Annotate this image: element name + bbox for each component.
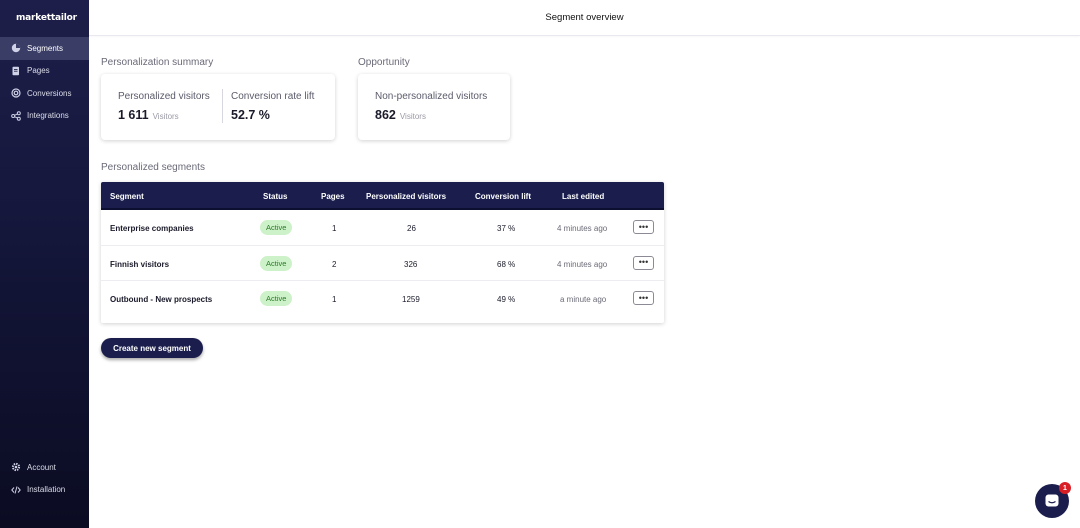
- page-title: Segment overview: [545, 12, 624, 23]
- stat-unit: Visitors: [399, 112, 426, 121]
- stat-value: 862 Visitors: [375, 108, 487, 122]
- gear-icon: [11, 462, 21, 472]
- personalized-visitors-count: 1259: [402, 295, 420, 304]
- pie-chart-icon: [11, 43, 21, 53]
- column-header-conversion-lift[interactable]: Conversion lift: [475, 192, 532, 201]
- status-badge: Active: [260, 220, 293, 235]
- personalized-visitors-stat: Personalized visitors 1 611 Visitors: [118, 91, 210, 122]
- sidebar-item-integrations[interactable]: Integrations: [0, 105, 89, 128]
- segment-name[interactable]: Enterprise companies: [110, 224, 194, 233]
- sidebar-item-installation[interactable]: Installation: [0, 479, 89, 502]
- sidebar-item-segments[interactable]: Segments: [0, 37, 89, 60]
- summary-section-title: Personalization summary: [101, 57, 214, 68]
- non-personalized-visitors-value: 862: [375, 108, 396, 122]
- status-badge: Active: [260, 291, 293, 306]
- sidebar-item-account[interactable]: Account: [0, 456, 89, 479]
- opportunity-section-title: Opportunity: [358, 57, 410, 68]
- sidebar: markettailor Segments Pages Conversions …: [0, 0, 89, 528]
- stat-label: Personalized visitors: [118, 91, 210, 102]
- column-header-personalized-visitors[interactable]: Personalized visitors: [366, 192, 447, 201]
- pages-count: 1: [332, 224, 337, 233]
- conversion-lift-value: 37 %: [497, 224, 516, 233]
- segment-name[interactable]: Outbound - New prospects: [110, 295, 213, 304]
- sidebar-item-label: Pages: [27, 66, 50, 76]
- sidebar-item-label: Conversions: [27, 88, 72, 98]
- segment-name[interactable]: Finnish visitors: [110, 259, 170, 269]
- column-header-status[interactable]: Status: [263, 192, 288, 201]
- personalized-visitors-count: 326: [404, 259, 418, 269]
- last-edited-time: a minute ago: [560, 295, 607, 304]
- personalized-visitors-value: 1 611: [118, 108, 149, 122]
- table-row[interactable]: Finnish visitors Active 2 326 68 % 4 min…: [101, 246, 664, 281]
- conversion-lift-value: 49 %: [497, 295, 516, 304]
- sidebar-bottom-nav: Account Installation: [0, 456, 89, 501]
- column-header-pages[interactable]: Pages: [321, 192, 345, 201]
- more-options-button[interactable]: •••: [633, 291, 654, 305]
- segments-section-title: Personalized segments: [101, 162, 205, 173]
- stat-divider: [222, 89, 223, 123]
- create-new-segment-button[interactable]: Create new segment: [101, 338, 203, 358]
- stat-unit: Visitors: [152, 112, 179, 121]
- column-header-last-edited[interactable]: Last edited: [562, 192, 605, 201]
- target-icon: [11, 88, 21, 98]
- table-row[interactable]: Enterprise companies Active 1 26 37 % 4 …: [101, 210, 664, 246]
- stat-label: Non-personalized visitors: [375, 91, 488, 102]
- last-edited-time: 4 minutes ago: [557, 224, 608, 233]
- conversion-lift-value: 52.7 %: [231, 108, 270, 122]
- more-options-button[interactable]: •••: [633, 220, 654, 234]
- segments-table: Segment Status Pages Personalized visito…: [101, 182, 664, 323]
- non-personalized-visitors-stat: Non-personalized visitors 862 Visitors: [375, 91, 487, 122]
- stat-value: 52.7 %: [231, 108, 314, 122]
- opportunity-card: Non-personalized visitors 862 Visitors: [358, 74, 510, 140]
- main-content: Personalization summary Personalized vis…: [89, 37, 1080, 528]
- sidebar-item-label: Segments: [27, 43, 64, 53]
- conversion-lift-value: 68 %: [497, 259, 516, 269]
- table-header: Segment Status Pages Personalized visito…: [101, 182, 664, 210]
- pages-icon: [11, 66, 21, 76]
- sidebar-item-conversions[interactable]: Conversions: [0, 82, 89, 105]
- conversion-lift-stat: Conversion rate lift 52.7 %: [231, 91, 314, 122]
- share-icon: [11, 110, 21, 121]
- table-row[interactable]: Outbound - New prospects Active 1 1259 4…: [101, 281, 664, 317]
- code-icon: [11, 485, 21, 495]
- sidebar-item-label: Integrations: [27, 111, 69, 121]
- sidebar-item-pages[interactable]: Pages: [0, 60, 89, 83]
- summary-card: Personalized visitors 1 611 Visitors Con…: [101, 74, 335, 140]
- stat-value: 1 611 Visitors: [118, 108, 210, 122]
- stat-label: Conversion rate lift: [231, 91, 315, 102]
- sidebar-nav: Segments Pages Conversions Integrations: [0, 37, 89, 127]
- pages-count: 1: [332, 295, 337, 304]
- more-options-button[interactable]: •••: [633, 255, 654, 270]
- sidebar-item-label: Installation: [27, 485, 66, 495]
- column-header-segment[interactable]: Segment: [110, 192, 144, 201]
- chat-icon: [1044, 493, 1060, 509]
- sidebar-item-label: Account: [27, 462, 56, 472]
- chat-notification-badge: 1: [1059, 482, 1071, 494]
- pages-count: 2: [332, 259, 337, 269]
- last-edited-time: 4 minutes ago: [557, 259, 608, 269]
- status-badge: Active: [260, 255, 293, 271]
- logo[interactable]: markettailor: [16, 13, 77, 23]
- top-header: Segment overview: [89, 0, 1080, 36]
- personalized-visitors-count: 26: [407, 224, 416, 233]
